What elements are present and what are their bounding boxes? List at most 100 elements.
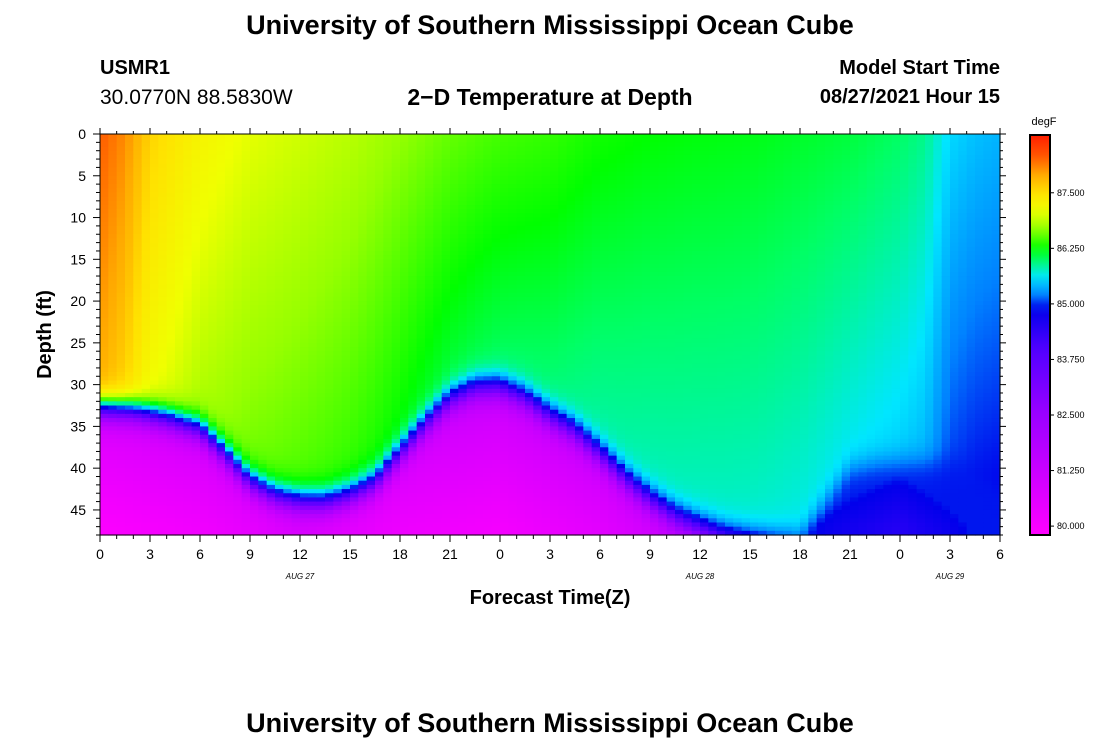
heatmap-cell	[241, 292, 251, 298]
heatmap-cell	[216, 271, 226, 277]
heatmap-cell	[150, 351, 159, 356]
heatmap-cell	[475, 175, 484, 181]
heatmap-cell	[516, 159, 526, 164]
heatmap-cell	[358, 292, 368, 298]
heatmap-cell	[400, 409, 409, 415]
heatmap-cell	[350, 367, 359, 373]
heatmap-cell	[358, 321, 368, 327]
heatmap-cell	[433, 171, 443, 177]
heatmap-cell	[441, 259, 451, 265]
heatmap-cell	[308, 388, 318, 394]
heatmap-cell	[233, 134, 243, 139]
heatmap-cell	[375, 480, 384, 486]
heatmap-cell	[133, 188, 143, 194]
heatmap-cell	[191, 267, 201, 273]
heatmap-cell	[241, 221, 251, 227]
heatmap-cell	[441, 484, 451, 490]
heatmap-cell	[291, 514, 301, 519]
heatmap-cell	[200, 225, 209, 231]
heatmap-cell	[150, 179, 159, 185]
heatmap-cell	[408, 518, 418, 524]
heatmap-cell	[216, 317, 226, 323]
heatmap-cell	[233, 388, 243, 394]
heatmap-cell	[350, 355, 359, 361]
heatmap-cell	[133, 526, 143, 532]
heatmap-cell	[200, 530, 209, 536]
heatmap-cell	[433, 184, 443, 189]
heatmap-cell	[316, 167, 326, 173]
heatmap-cell	[183, 305, 193, 311]
heatmap-cell	[483, 246, 493, 252]
heatmap-cell	[441, 263, 451, 269]
heatmap-cell	[366, 221, 376, 227]
heatmap-cell	[191, 401, 201, 407]
heatmap-cell	[450, 522, 459, 528]
heatmap-cell	[466, 134, 476, 139]
heatmap-cell	[333, 526, 343, 532]
heatmap-cell	[291, 372, 301, 377]
heatmap-cell	[141, 246, 151, 252]
heatmap-cell	[300, 505, 309, 511]
heatmap-cell	[475, 163, 484, 169]
heatmap-cell	[216, 259, 226, 265]
heatmap-cell	[425, 384, 434, 390]
heatmap-cell	[166, 154, 176, 160]
heatmap-cell	[158, 480, 168, 486]
heatmap-cell	[325, 526, 334, 532]
heatmap-cell	[300, 159, 309, 164]
heatmap-cell	[225, 267, 234, 273]
heatmap-cell	[183, 192, 193, 198]
heatmap-cell	[158, 134, 168, 139]
heatmap-cell	[333, 459, 343, 465]
heatmap-cell	[275, 309, 284, 315]
heatmap-cell	[191, 514, 201, 519]
heatmap-cell	[225, 501, 234, 507]
heatmap-cell	[416, 455, 426, 461]
heatmap-cell	[425, 200, 434, 206]
heatmap-cell	[391, 263, 401, 269]
heatmap-cell	[375, 501, 384, 507]
heatmap-cell	[441, 305, 451, 311]
heatmap-cell	[508, 171, 518, 177]
heatmap-cell	[200, 284, 209, 290]
heatmap-cell	[450, 359, 459, 365]
heatmap-cell	[175, 238, 184, 244]
heatmap-cell	[308, 134, 318, 139]
heatmap-cell	[525, 242, 534, 248]
heatmap-cell	[133, 238, 143, 244]
heatmap-cell	[400, 405, 409, 411]
heatmap-cell	[116, 250, 126, 256]
heatmap-cell	[466, 363, 476, 369]
heatmap-cell	[491, 296, 501, 302]
heatmap-cell	[108, 200, 118, 206]
heatmap-cell	[291, 171, 301, 177]
heatmap-cell	[275, 196, 284, 202]
heatmap-cell	[108, 497, 118, 503]
heatmap-cell	[258, 276, 268, 281]
heatmap-cell	[133, 484, 143, 490]
heatmap-cell	[333, 159, 343, 164]
heatmap-cell	[525, 463, 534, 469]
heatmap-cell	[133, 367, 143, 373]
heatmap-cell	[333, 405, 343, 411]
heatmap-cell	[175, 518, 184, 524]
heatmap-cell	[250, 217, 259, 223]
heatmap-cell	[400, 184, 409, 189]
heatmap-cell	[158, 313, 168, 319]
heatmap-cell	[100, 413, 109, 419]
heatmap-cell	[191, 384, 201, 390]
heatmap-cell	[225, 255, 234, 260]
heatmap-cell	[108, 518, 118, 524]
heatmap-cell	[141, 397, 151, 402]
heatmap-cell	[191, 263, 201, 269]
heatmap-cell	[500, 509, 509, 515]
heatmap-cell	[491, 384, 501, 390]
heatmap-cell	[316, 230, 326, 235]
heatmap-cell	[383, 292, 393, 298]
heatmap-cell	[283, 242, 293, 248]
heatmap-cell	[166, 296, 176, 302]
heatmap-cell	[508, 426, 518, 432]
heatmap-cell	[216, 280, 226, 285]
heatmap-cell	[191, 367, 201, 373]
heatmap-cell	[491, 154, 501, 160]
